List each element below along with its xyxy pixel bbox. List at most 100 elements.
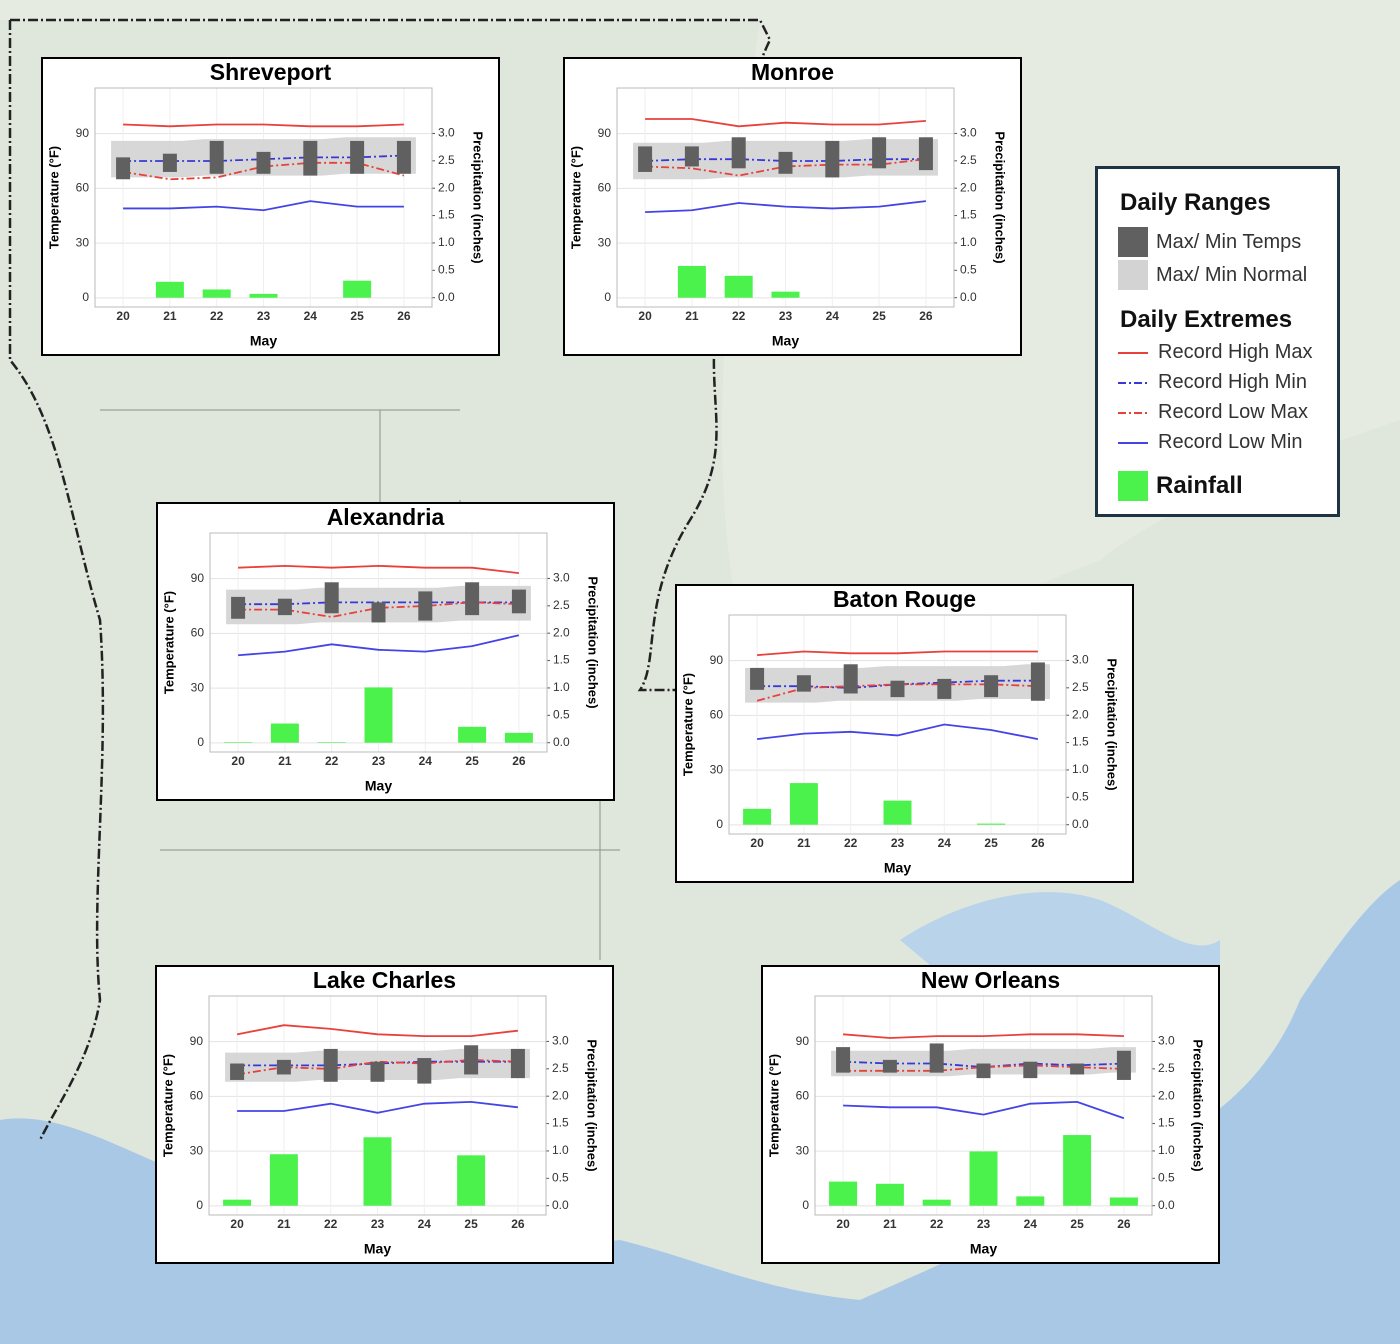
y2-tick-label: 1.0	[438, 235, 455, 249]
x-tick-label: 25	[464, 1217, 478, 1231]
y2-tick-label: 1.5	[553, 653, 570, 667]
y2-tick-label: 0.0	[438, 290, 455, 304]
x-tick-label: 24	[419, 754, 433, 768]
chart-frame	[155, 965, 614, 1264]
legend-swatch	[1118, 227, 1148, 257]
temp-range	[750, 667, 765, 690]
temp-range	[116, 157, 131, 180]
y-tick-label: 90	[191, 571, 205, 585]
x-tick-label: 20	[230, 1217, 244, 1231]
rain-bar	[249, 293, 278, 298]
plot-border	[94, 87, 433, 308]
y-tick-label: 0	[802, 1198, 809, 1212]
x-axis-label: May	[970, 1241, 997, 1257]
temp-range	[303, 140, 318, 176]
rain-bar	[1063, 1135, 1092, 1206]
temp-range	[976, 1063, 991, 1079]
y-axis-label: Temperature (°F)	[46, 146, 61, 249]
temp-range	[510, 1048, 525, 1079]
y2-tick-label: 1.0	[552, 1143, 569, 1157]
temp-range	[825, 140, 840, 178]
legend-swatch	[1118, 441, 1148, 444]
temp-range	[396, 140, 411, 174]
x-tick-label: 25	[1070, 1217, 1084, 1231]
x-axis-label: May	[884, 860, 911, 876]
x-tick-label: 21	[797, 836, 811, 850]
x-tick-label: 25	[465, 754, 479, 768]
y-tick-label: 0	[196, 1198, 203, 1212]
temp-range	[843, 664, 858, 694]
y2-tick-label: 1.5	[1072, 735, 1089, 749]
rain-bar	[771, 291, 800, 298]
x-tick-label: 26	[511, 1217, 525, 1231]
temp-range	[277, 598, 292, 616]
x-tick-label: 21	[883, 1217, 897, 1231]
chart-title: Alexandria	[327, 504, 445, 530]
temp-range	[276, 1059, 291, 1075]
x-tick-label: 24	[826, 309, 840, 323]
y2-tick-label: 1.0	[960, 235, 977, 249]
y-tick-label: 60	[796, 1089, 810, 1103]
x-tick-label: 20	[116, 309, 130, 323]
temp-range	[209, 140, 224, 174]
temp-range	[370, 1061, 385, 1082]
legend-item: Record High Min	[1118, 371, 1307, 394]
y-tick-label: 60	[191, 626, 205, 640]
y2-tick-label: 2.5	[1158, 1061, 1175, 1075]
legend-swatch	[1118, 471, 1148, 501]
legend-item: Rainfall	[1118, 471, 1243, 501]
y2-tick-label: 0.5	[553, 707, 570, 721]
legend-label: Max/ Min Temps	[1156, 230, 1302, 253]
x-axis-label: May	[250, 333, 277, 349]
chart: Alexandria 0 30 60 90 0.0 0.5 1.0 1.5 2.0 2.5 3.0 20…	[156, 502, 615, 801]
legend-title: Daily Ranges	[1120, 189, 1271, 216]
x-tick-label: 20	[231, 754, 245, 768]
temp-range	[465, 582, 480, 616]
x-tick-label: 26	[397, 309, 411, 323]
temp-range	[323, 1048, 338, 1082]
chart-title: Monroe	[751, 59, 834, 85]
x-tick-label: 21	[277, 1217, 291, 1231]
record-line	[236, 1024, 519, 1038]
y2-tick-label: 1.5	[438, 208, 455, 222]
rain-bar	[743, 808, 772, 825]
x-tick-label: 26	[919, 309, 933, 323]
legend-swatch	[1118, 351, 1148, 354]
temp-range	[984, 675, 999, 698]
y2-axis-label: Precipitation (inches)	[471, 131, 486, 263]
x-tick-label: 25	[872, 309, 886, 323]
temp-range	[882, 1059, 897, 1073]
y2-tick-label: 2.0	[438, 180, 455, 194]
y2-tick-label: 2.0	[553, 625, 570, 639]
y-tick-label: 30	[796, 1143, 810, 1157]
y2-tick-label: 0.0	[960, 290, 977, 304]
record-line	[645, 200, 927, 213]
record-line	[843, 1033, 1124, 1039]
temp-range	[918, 137, 933, 171]
temp-range	[350, 140, 365, 174]
temp-range	[778, 151, 793, 174]
chart-frame	[761, 965, 1220, 1264]
normal-band	[831, 1047, 1136, 1077]
y2-tick-label: 2.5	[960, 153, 977, 167]
legend-item: Record High Max	[1118, 341, 1313, 364]
rain-bar	[363, 1137, 392, 1206]
record-line	[756, 723, 1039, 740]
record-line	[238, 634, 520, 657]
legend-title: Daily Extremes	[1120, 306, 1293, 333]
legend-label: Record Low Max	[1158, 401, 1309, 423]
y-tick-label: 60	[710, 708, 724, 722]
record-line	[238, 601, 519, 606]
record-line	[757, 650, 1038, 657]
temp-range	[464, 1045, 479, 1075]
record-line	[123, 123, 404, 128]
rain-bar	[1016, 1196, 1045, 1206]
legend-label: Record High Max	[1158, 341, 1313, 363]
y2-axis-label: Precipitation (inches)	[586, 576, 601, 708]
plot-border	[616, 87, 955, 308]
y2-tick-label: 1.0	[1158, 1143, 1175, 1157]
legend-swatch	[1118, 411, 1148, 414]
x-tick-label: 24	[418, 1217, 432, 1231]
temp-range	[324, 582, 339, 614]
legend-item: Max/ Min Temps	[1118, 227, 1301, 257]
